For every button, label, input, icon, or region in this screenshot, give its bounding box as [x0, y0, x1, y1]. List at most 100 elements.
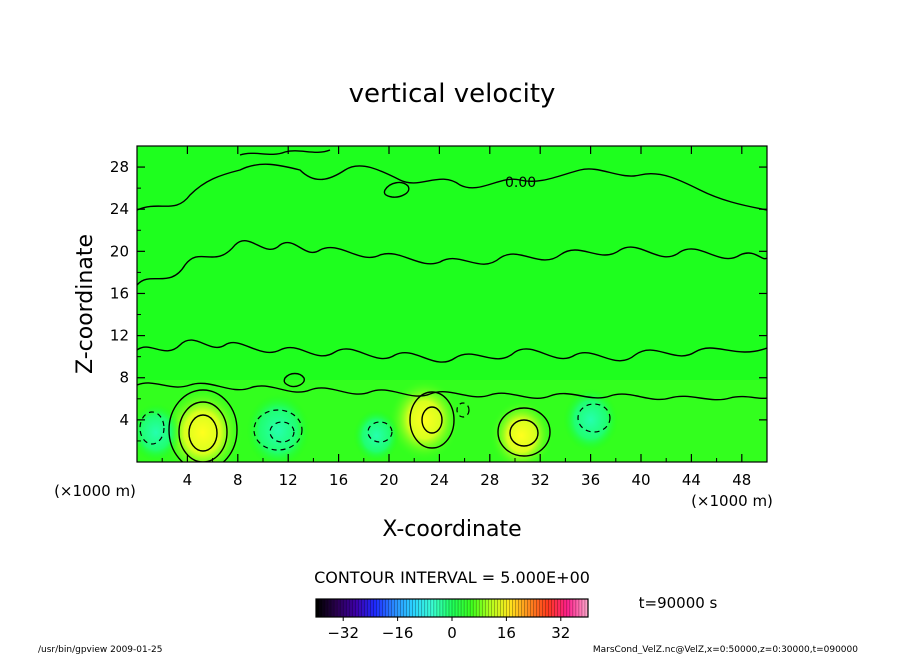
colorbar-cell	[352, 599, 356, 617]
colorbar-cell	[316, 599, 320, 617]
contour-negative-5	[456, 402, 470, 418]
colorbar-cell	[388, 599, 392, 617]
feature-layer	[137, 378, 618, 462]
colorbar-cell	[551, 599, 556, 617]
colorbar-cell	[485, 599, 489, 617]
colorbar-cell	[367, 599, 371, 617]
colorbar-cell	[358, 599, 362, 617]
colorbar-cell	[527, 599, 531, 617]
colorbar-cell	[548, 599, 553, 617]
colorbar-cell	[473, 599, 477, 617]
colorbar-cell	[328, 599, 332, 617]
colorbar-cell	[415, 599, 420, 617]
colorbar-cell	[530, 599, 534, 617]
colorbar-cell	[430, 599, 435, 617]
contour-positive-3-inner	[509, 419, 539, 447]
y-tick-label: 4	[119, 411, 129, 429]
colorbar-cell	[418, 599, 423, 617]
x-tick-label: 48	[732, 471, 751, 489]
colorbar-cell	[581, 599, 586, 617]
contour-value-label: 0.00	[505, 175, 536, 191]
colorbar-cell	[436, 599, 441, 617]
contour-interval: CONTOUR INTERVAL = 5.000E+00	[314, 568, 590, 587]
colorbar-cell	[322, 599, 326, 617]
colorbar-cell	[448, 599, 453, 617]
colorbar-cell	[458, 599, 462, 617]
colorbar-tick-label: −16	[382, 624, 414, 642]
colorbar-cell	[403, 599, 407, 617]
y-axis-label: Z-coordinate	[73, 234, 98, 374]
colorbar-cell	[391, 599, 395, 617]
x-tick-label: 36	[581, 471, 600, 489]
colorbar-tick-label: −32	[327, 624, 359, 642]
contour-positive-3-outer	[497, 407, 551, 457]
colorbar-cell	[394, 599, 398, 617]
colorbar-cell	[334, 599, 338, 617]
colorbar-cell	[545, 599, 550, 617]
colorbar-cell	[376, 599, 380, 617]
feature-positive-3	[489, 399, 553, 462]
y-tick-label: 12	[110, 327, 129, 345]
colorbar-tick-label: 16	[497, 624, 516, 642]
colorbar-cell	[563, 599, 568, 617]
colorbar-cell	[470, 599, 474, 617]
contour-lower-band	[137, 339, 767, 363]
plot-area: 0.00	[137, 146, 767, 462]
colorbar-cell	[445, 599, 450, 617]
x-tick-label: 20	[379, 471, 398, 489]
colorbar-cell	[421, 599, 426, 617]
contour-negative-4	[577, 403, 611, 433]
contour-positive-1-mid	[178, 401, 228, 462]
x-tick-label: 4	[183, 471, 193, 489]
x-unit-label: (×1000 m)	[691, 492, 773, 510]
colorbar-cell	[406, 599, 410, 617]
feature-positive-2	[388, 378, 461, 462]
colorbar-cell	[427, 599, 432, 617]
footer-left: /usr/bin/gpview 2009-01-25	[38, 645, 162, 654]
colorbar-cell	[539, 599, 543, 617]
colorbar-cell	[439, 599, 444, 617]
y-axis-ticks: 4 8 12 16 20 24 28	[110, 158, 767, 442]
contour-mid-band	[137, 239, 767, 286]
colorbar-cell	[566, 599, 571, 617]
colorbar-cell	[400, 599, 404, 617]
colorbar-cell	[578, 599, 583, 617]
footer-right: MarsCond_VelZ.nc@VelZ,x=0:50000,z=0:3000…	[593, 645, 858, 654]
colorbar-cell	[442, 599, 447, 617]
contour-upper-main	[137, 163, 767, 211]
colorbar-tick-label: 0	[447, 624, 457, 642]
contour-negative-dashed	[139, 402, 611, 451]
contour-positive-2-inner	[421, 406, 443, 434]
colorbar-cell	[533, 599, 537, 617]
x-tick-label: 12	[279, 471, 298, 489]
colorbar-cell	[503, 599, 507, 617]
colorbar-cell	[467, 599, 471, 617]
colorbar-cell	[521, 599, 525, 617]
colorbar-cell	[331, 599, 335, 617]
feature-negative-7	[563, 388, 618, 452]
colorbar-cell	[455, 599, 459, 617]
colorbar-cell	[325, 599, 329, 617]
contour-negative-1	[139, 411, 165, 445]
colorbar-cell	[379, 599, 383, 617]
colorbar-cell	[554, 599, 559, 617]
contour-upper-top	[239, 149, 331, 156]
y-unit-label: (×1000 m)	[54, 482, 136, 500]
colorbar-cell	[397, 599, 401, 617]
colorbar-cell	[319, 599, 323, 617]
y-tick-label: 20	[110, 242, 129, 260]
x-tick-label: 24	[430, 471, 449, 489]
colorbar-cell	[452, 599, 456, 617]
contour-small-loop-1	[383, 181, 410, 198]
colorbar-cell	[491, 599, 495, 617]
colorbar-cell	[370, 599, 374, 617]
colorbar-cell	[433, 599, 438, 617]
contour-lines	[137, 149, 767, 401]
contour-positive-1-outer	[168, 389, 238, 462]
colorbar-cell	[412, 599, 417, 617]
colorbar-cell	[518, 599, 522, 617]
colorbar-cell	[557, 599, 562, 617]
colorbar-cell	[382, 599, 386, 617]
feature-positive-1	[162, 386, 243, 462]
